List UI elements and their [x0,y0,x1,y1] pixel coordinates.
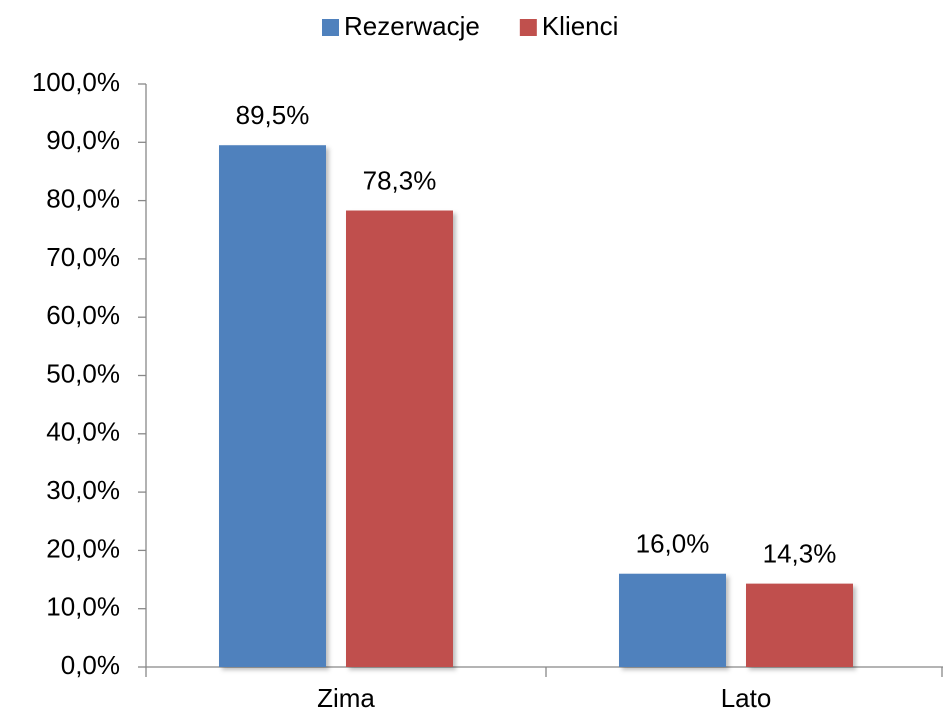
y-tick-label: 40,0% [46,417,120,447]
y-tick-label: 0,0% [61,650,120,680]
y-tick-label: 100,0% [32,67,120,97]
y-tick-label: 80,0% [46,183,120,213]
y-tick-label: 50,0% [46,358,120,388]
y-tick-label: 10,0% [46,592,120,622]
bar [346,210,453,668]
y-tick-label: 30,0% [46,475,120,505]
data-label: 16,0% [636,529,710,559]
data-label: 14,3% [763,539,837,569]
legend-label: Rezerwacje [344,11,480,41]
y-tick-label: 90,0% [46,125,120,155]
legend-label: Klienci [542,11,619,41]
x-tick-label: Zima [317,683,375,713]
legend-swatch [322,19,339,36]
bar [619,573,726,667]
data-label: 78,3% [363,165,437,195]
y-tick-label: 70,0% [46,242,120,272]
y-tick-label: 60,0% [46,300,120,330]
y-tick-label: 20,0% [46,533,120,563]
legend-swatch [519,19,537,36]
bar [746,583,853,667]
bar [219,145,326,668]
x-tick-label: Lato [721,683,772,713]
data-label: 89,5% [236,100,310,130]
